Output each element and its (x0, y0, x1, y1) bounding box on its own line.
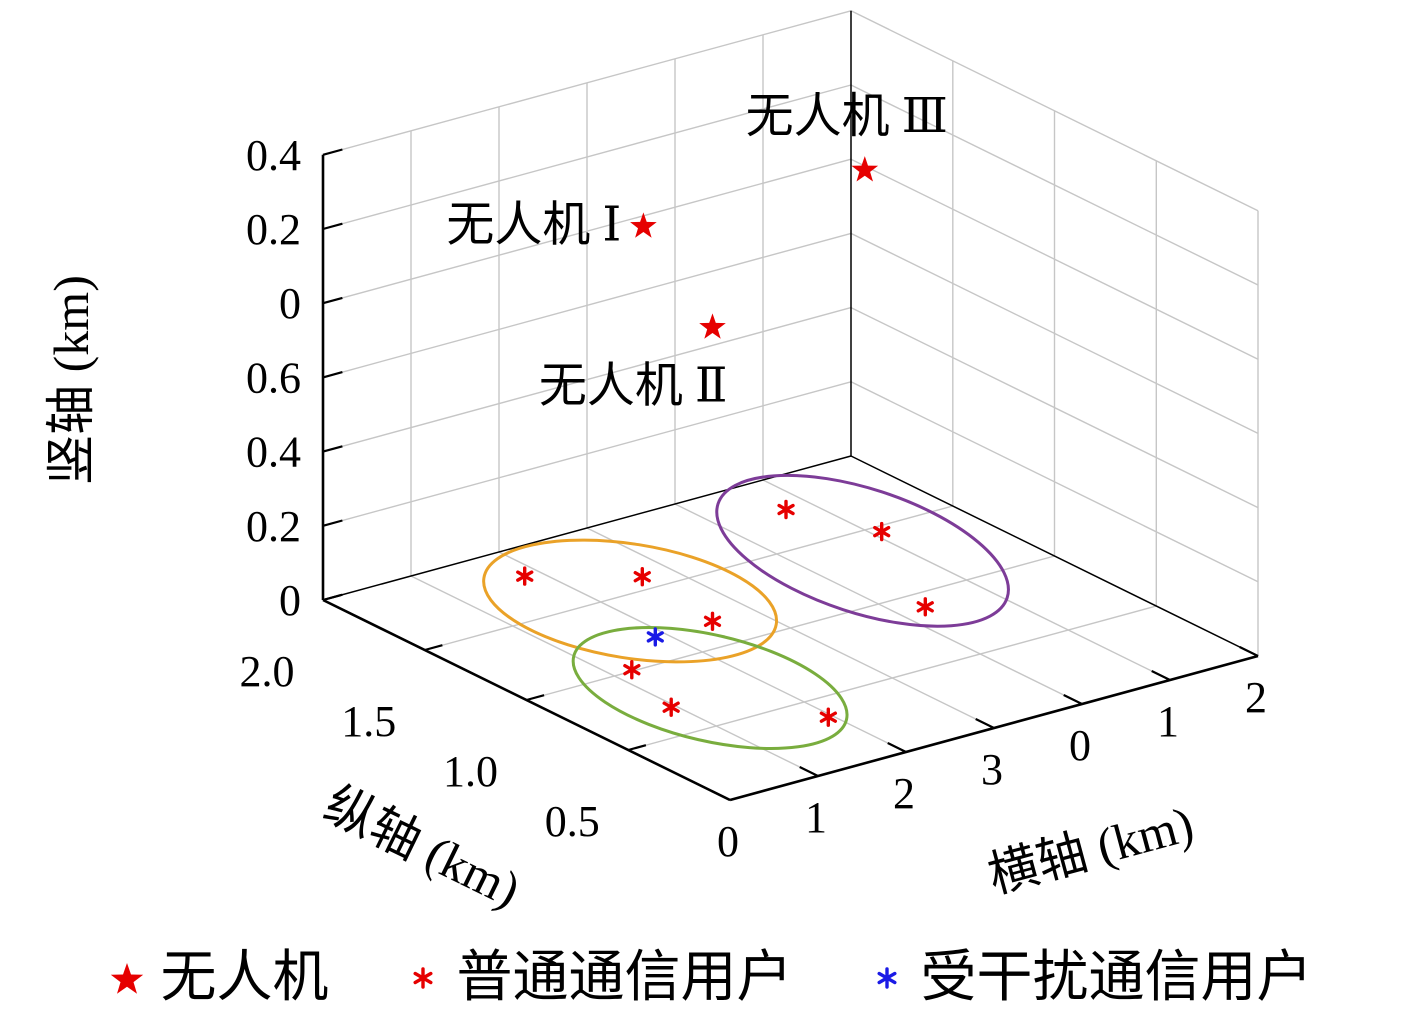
interfered-user-dot-icon (865, 956, 909, 1000)
y-tick-label: 1.0 (443, 747, 498, 796)
z-axis-title: 竖轴 (km) (43, 275, 99, 485)
uav-point-3 (851, 156, 879, 182)
x-tick-label: 1 (1157, 697, 1179, 746)
z-tick-label: 0.6 (246, 353, 301, 402)
cluster-ellipse-2 (571, 626, 849, 750)
interfered-user-point (646, 627, 664, 647)
box-back-edges (322, 10, 1259, 657)
ordinary-user-point (633, 567, 651, 587)
z-tick-label: 0.2 (246, 502, 301, 551)
cluster-ellipse-3 (715, 473, 1010, 628)
legend-label-ordinary-user: 普通通信用户 (456, 947, 793, 1009)
uav-label-1: 无人机 Ⅰ (446, 198, 621, 251)
x-tick-label: 1 (805, 793, 827, 842)
z-tick-label: 0.4 (246, 428, 301, 477)
plot-canvas: 0 1 2 3 0 1 2 0.5 1.0 1.5 2.0 0 0.2 0.4 0.6 0 0.2 0.4 竖轴 (… (43, 10, 1267, 918)
ordinary-user-point (916, 597, 934, 617)
legend-item-ordinary-user: 普通通信用户 (401, 950, 793, 1006)
ordinary-user-point (873, 521, 891, 542)
legend: 无人机 普通通信用户 受干扰通信用户 (0, 938, 1417, 1018)
interfered-user-points (646, 627, 664, 647)
legend-star-glyph (110, 963, 143, 994)
x-tick-label: 2 (1245, 673, 1267, 722)
legend-label-uav: 无人机 (160, 947, 329, 1009)
y-tick-label: 1.5 (341, 697, 396, 746)
uav-point-2 (699, 313, 726, 339)
legend-dot-glyph (412, 967, 432, 989)
z-tick-label: 0 (279, 279, 301, 328)
z-tick-label: 0.4 (246, 131, 301, 180)
ordinary-user-dot-icon (401, 956, 445, 1000)
cluster-ellipse-1 (482, 538, 779, 664)
uav-label-3: 无人机 Ⅲ (746, 90, 948, 143)
y-tick-label: 0.5 (545, 797, 600, 846)
axis-frame (321, 154, 1259, 802)
uav-star-icon (105, 956, 149, 1000)
x-tick-label: 3 (981, 745, 1003, 794)
uav-label-2: 无人机 Ⅱ (539, 359, 728, 412)
legend-label-interfered-user: 受干扰通信用户 (920, 947, 1313, 1009)
x-tick-label: 0 (717, 817, 739, 866)
ordinary-user-point (662, 697, 680, 717)
tick-marks (322, 148, 1259, 801)
z-tick-label: 0.2 (246, 205, 301, 254)
legend-item-interfered-user: 受干扰通信用户 (865, 950, 1313, 1006)
uav-point-1 (630, 212, 657, 238)
ordinary-user-point (516, 566, 534, 586)
ordinary-user-point (623, 660, 641, 680)
legend-dot-glyph (876, 967, 896, 989)
uav-points (630, 156, 879, 339)
grid-lines (322, 10, 1259, 777)
x-tick-label: 2 (893, 769, 915, 818)
legend-item-uav: 无人机 (105, 950, 329, 1006)
ordinary-user-point (777, 499, 795, 520)
y-tick-label: 2.0 (240, 647, 295, 696)
y-axis-title: 纵轴 (km) (316, 776, 529, 918)
ordinary-user-point (819, 707, 837, 727)
z-tick-label: 0 (279, 576, 301, 625)
ordinary-user-point (703, 611, 722, 631)
x-tick-label: 0 (1069, 721, 1091, 770)
ordinary-user-points (516, 499, 934, 727)
x-axis-title: 横轴 (km) (982, 795, 1199, 903)
